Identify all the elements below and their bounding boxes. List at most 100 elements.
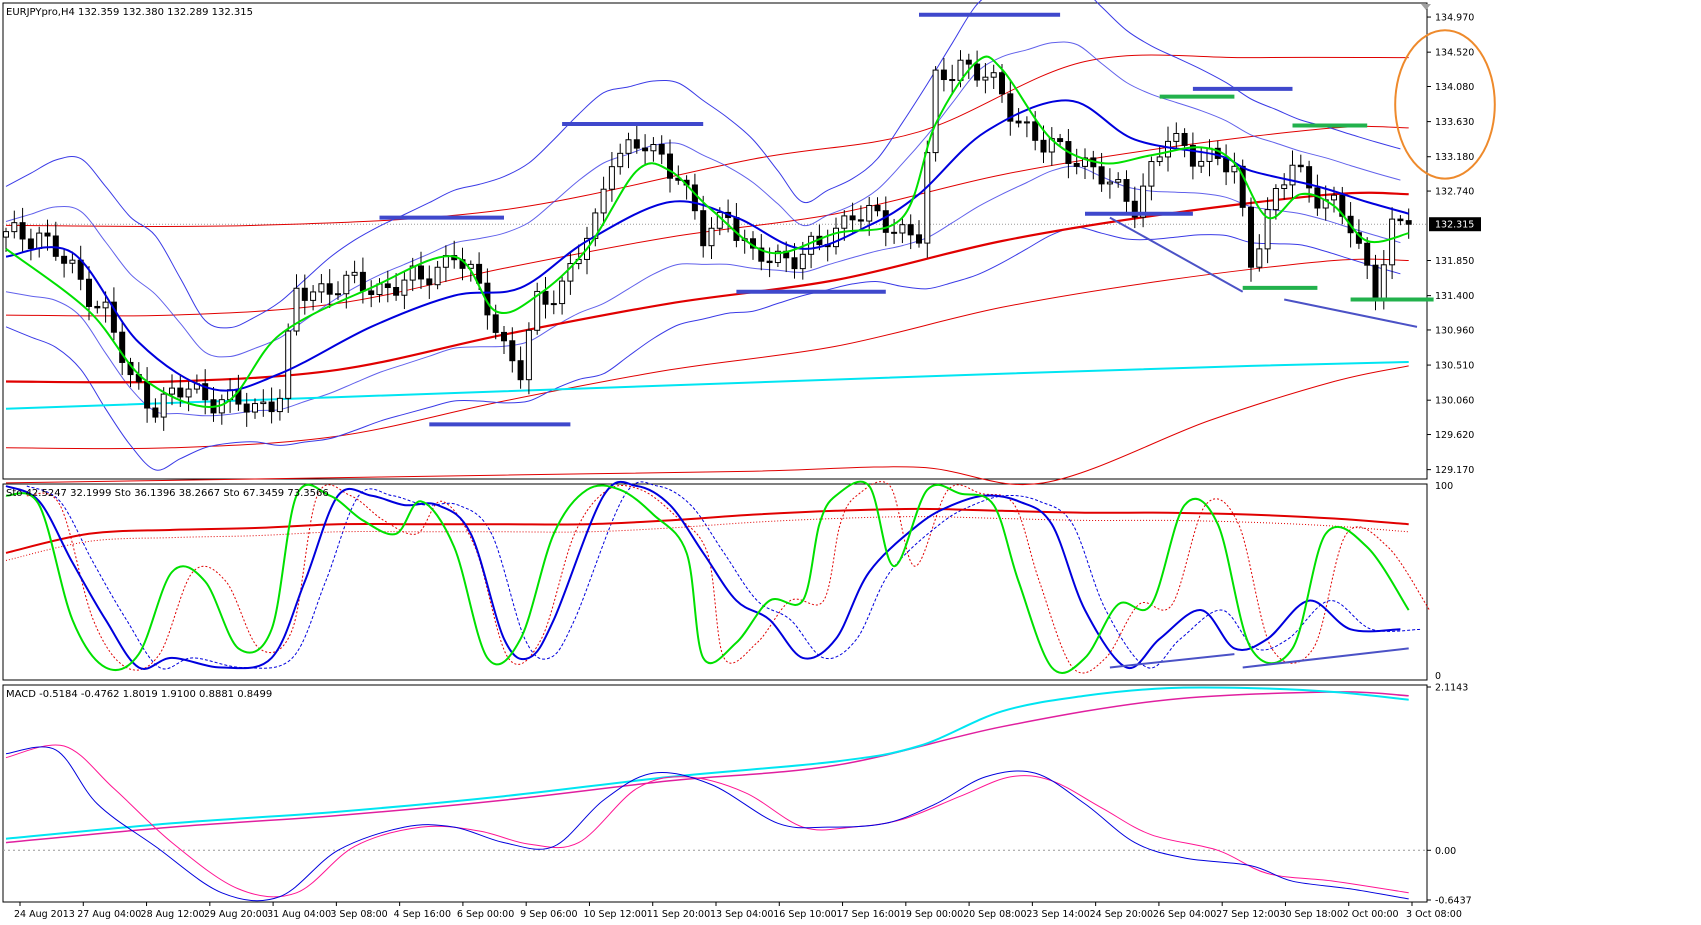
candle-body <box>1015 120 1022 124</box>
candle-body <box>501 331 507 342</box>
x-tick-label: 20 Sep 08:00 <box>963 909 1026 920</box>
candle-body <box>384 283 391 289</box>
candle-body <box>567 263 574 282</box>
candle-body <box>940 69 947 81</box>
macd-slow-line <box>5 686 1409 840</box>
price-y-tick-label: 130.060 <box>1435 396 1474 407</box>
candle-body <box>393 287 400 296</box>
bollinger-upper-line <box>5 0 1401 329</box>
macd-panel[interactable] <box>2 684 1428 903</box>
candle-body <box>27 238 34 250</box>
stochastic-y-tick-label: 0 <box>1435 671 1441 682</box>
candle-body <box>1181 132 1188 146</box>
candle-body <box>990 72 997 78</box>
x-tick-label: 4 Sep 16:00 <box>394 909 451 920</box>
candle-body <box>268 401 275 413</box>
candle-body <box>559 280 566 305</box>
x-tick-label: 9 Sep 06:00 <box>520 909 577 920</box>
stochastic-slow-line <box>5 507 1409 554</box>
upper-envelope-line <box>5 54 1409 228</box>
x-tick-label: 24 Aug 2013 <box>14 909 75 920</box>
stochastic-signal-red-dashed <box>26 481 1430 674</box>
candle-body <box>982 76 989 81</box>
candle-body <box>874 204 881 212</box>
candle-body <box>808 235 815 255</box>
candle-body <box>517 360 524 381</box>
candle-body <box>185 388 192 398</box>
candle-body <box>343 274 350 295</box>
candle-body <box>310 291 317 301</box>
price-y-tick-label: 134.080 <box>1435 82 1474 93</box>
price-panel-label: EURJPYpro,H4 132.359 132.380 132.289 132… <box>6 7 253 18</box>
price-panel[interactable] <box>2 2 1428 480</box>
blue-moving-average-line <box>5 99 1409 392</box>
candle-body <box>857 219 864 222</box>
candle-body <box>509 340 516 362</box>
candle-body <box>899 224 906 234</box>
price-y-tick-label: 131.850 <box>1435 256 1474 267</box>
candle-body <box>1206 147 1213 162</box>
candle-body <box>276 397 283 413</box>
x-tick-label: 29 Aug 20:00 <box>204 909 268 920</box>
divergence-line <box>1109 653 1235 669</box>
chart-shift-marker-icon[interactable] <box>1421 4 1431 10</box>
candle-body <box>1057 138 1064 143</box>
candle-body <box>401 279 408 296</box>
candle-body <box>907 224 914 236</box>
cyan-moving-average-line <box>5 361 1409 410</box>
candle-body <box>1331 194 1337 201</box>
candle-body <box>608 166 615 190</box>
stochastic-plot <box>5 480 1430 674</box>
candle-body <box>318 283 325 293</box>
candle-body <box>368 290 375 296</box>
candle-body <box>293 287 300 332</box>
candle-body <box>617 152 624 168</box>
candle-body <box>301 287 308 301</box>
x-tick-label: 11 Sep 20:00 <box>647 909 710 920</box>
candle-body <box>409 265 416 281</box>
candle-body <box>252 403 258 413</box>
candle-body <box>36 232 43 250</box>
x-tick-label: 16 Sep 10:00 <box>773 909 836 920</box>
x-tick-label: 3 Oct 08:00 <box>1406 909 1462 920</box>
candle-body <box>758 247 765 262</box>
price-y-tick-label: 133.630 <box>1435 117 1474 128</box>
macd-signal-line <box>5 744 1409 898</box>
candle-body <box>700 210 707 247</box>
stochastic-panel-label: Sto 42.5247 32.1999 Sto 36.1396 38.2667 … <box>6 488 329 499</box>
price-y-tick-label: 134.520 <box>1435 48 1474 59</box>
price-y-tick-label: 133.180 <box>1435 152 1474 163</box>
candle-body <box>1389 218 1396 266</box>
candle-body <box>1082 157 1088 167</box>
candle-body <box>849 215 856 221</box>
candle-body <box>1098 166 1105 185</box>
candle-body <box>418 265 424 280</box>
candle-body <box>1148 161 1155 187</box>
candle-body <box>160 393 167 418</box>
candle-body <box>1131 200 1138 218</box>
candle-body <box>1140 185 1147 218</box>
lower-inner-envelope-line <box>5 258 1409 450</box>
candle-body <box>1364 242 1371 266</box>
candle-body <box>19 222 26 240</box>
price-y-tick-label: 134.970 <box>1435 13 1474 24</box>
current-price-label: 132.315 <box>1435 220 1474 231</box>
stochastic-signal-blue-dashed <box>26 481 1422 670</box>
candle-body <box>1106 181 1113 185</box>
x-tick-label: 13 Sep 04:00 <box>710 909 773 920</box>
x-tick-label: 27 Sep 12:00 <box>1216 909 1279 920</box>
candle-body <box>1223 157 1230 173</box>
candle-body <box>866 204 873 222</box>
candle-body <box>882 210 889 233</box>
candle-body <box>542 290 549 305</box>
candle-body <box>625 139 632 154</box>
candle-body <box>110 301 117 333</box>
candle-body <box>642 147 649 152</box>
price-y-tick-label: 131.400 <box>1435 291 1474 302</box>
candle-body <box>1007 93 1014 122</box>
x-tick-label: 24 Sep 20:00 <box>1090 909 1153 920</box>
candle-body <box>1040 139 1047 153</box>
candle-body <box>119 331 126 363</box>
candle-body <box>11 222 18 233</box>
